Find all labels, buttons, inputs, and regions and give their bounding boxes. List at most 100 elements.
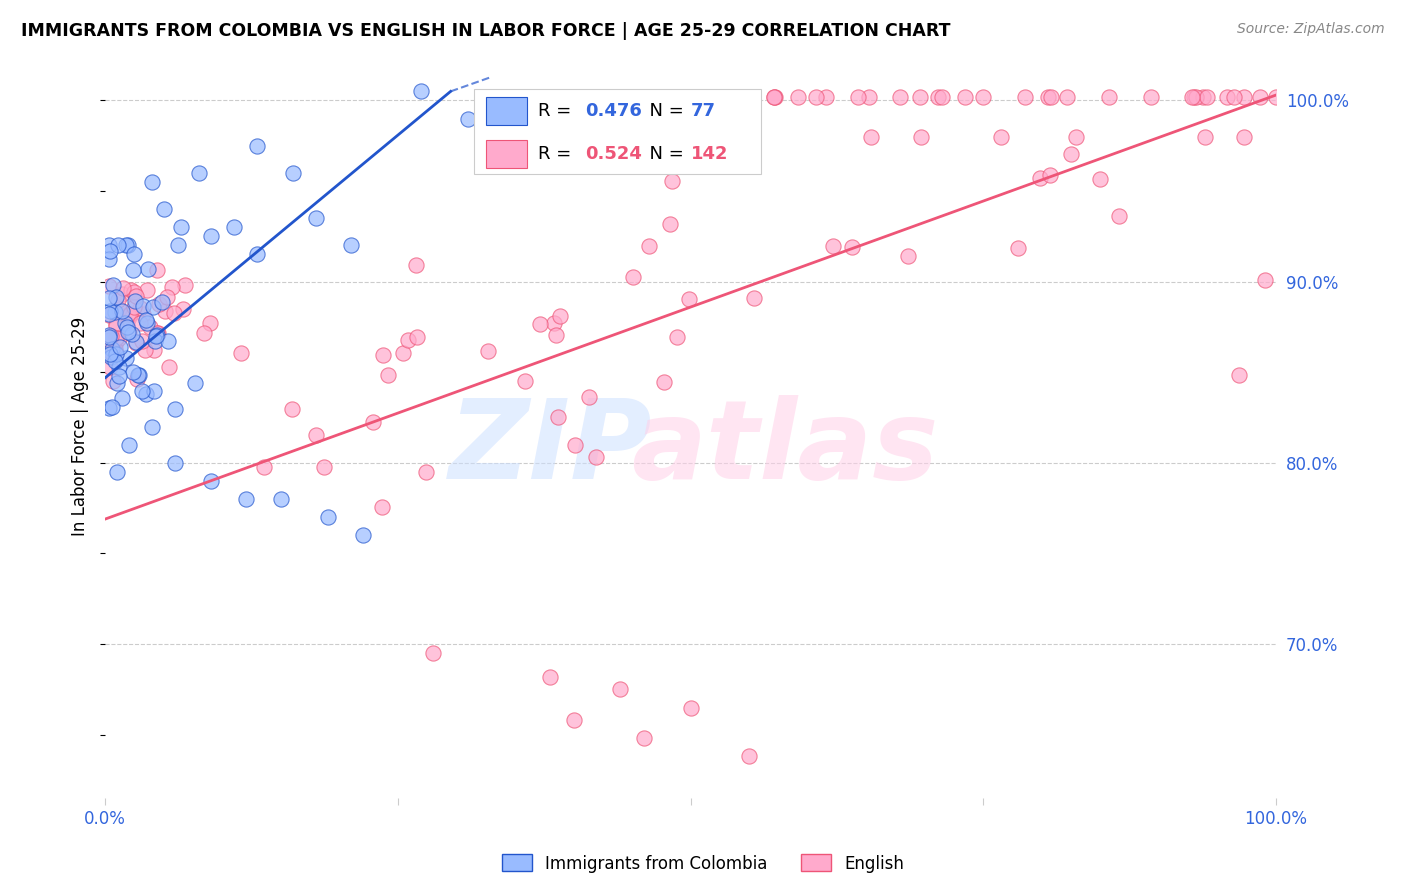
Point <box>150 294 173 309</box>
Point <box>111 391 134 405</box>
Point <box>538 670 561 684</box>
Point <box>665 90 688 104</box>
Point <box>101 278 124 293</box>
Point <box>115 238 138 252</box>
Point <box>129 301 152 315</box>
Point <box>889 90 911 104</box>
Point <box>145 329 167 343</box>
Point <box>679 90 702 104</box>
Text: N =: N = <box>638 102 689 120</box>
Point <box>972 90 994 104</box>
Point <box>100 343 122 357</box>
Point <box>134 343 156 358</box>
Point <box>141 175 163 189</box>
Point <box>1274 90 1296 104</box>
Point <box>352 528 374 542</box>
Point <box>578 390 600 404</box>
Point <box>405 258 427 272</box>
Point <box>858 90 880 104</box>
Point <box>136 316 159 330</box>
Text: 77: 77 <box>690 102 716 120</box>
Point <box>97 327 120 342</box>
Point <box>111 280 134 294</box>
Point <box>97 307 120 321</box>
Point <box>157 334 180 348</box>
Point <box>131 384 153 398</box>
Point <box>548 309 571 323</box>
Point <box>128 316 150 330</box>
Text: 0.524: 0.524 <box>585 145 643 162</box>
Point <box>135 313 157 327</box>
Point <box>340 238 363 252</box>
Point <box>1181 90 1204 104</box>
Point <box>927 90 949 104</box>
Point <box>118 326 141 341</box>
Point <box>363 415 385 429</box>
Point <box>132 307 155 321</box>
Point <box>1249 90 1271 104</box>
Point <box>200 229 222 244</box>
Point <box>105 334 128 349</box>
Point <box>97 330 120 344</box>
Point <box>1233 90 1256 104</box>
Point <box>100 350 122 364</box>
Point <box>174 277 197 292</box>
Point <box>143 334 166 349</box>
Point <box>117 438 139 452</box>
Point <box>127 372 149 386</box>
Point <box>120 283 142 297</box>
Point <box>1184 90 1206 104</box>
Point <box>305 211 328 226</box>
Point <box>135 386 157 401</box>
Point <box>1223 90 1246 104</box>
Point <box>222 220 245 235</box>
Point <box>513 375 536 389</box>
Point <box>638 238 661 252</box>
Point <box>953 90 976 104</box>
Point <box>585 450 607 464</box>
Point <box>1254 273 1277 287</box>
Point <box>1056 90 1078 104</box>
Point <box>564 438 586 452</box>
Point <box>125 336 148 351</box>
Point <box>165 456 187 470</box>
Point <box>97 291 120 305</box>
Point <box>547 409 569 424</box>
Point <box>128 368 150 383</box>
Point <box>763 90 786 104</box>
Point <box>370 500 392 514</box>
Point <box>860 129 883 144</box>
Point <box>1036 90 1059 104</box>
Point <box>1275 90 1298 104</box>
Point <box>1014 90 1036 104</box>
Point <box>1098 90 1121 104</box>
Point <box>122 246 145 260</box>
Text: Source: ZipAtlas.com: Source: ZipAtlas.com <box>1237 22 1385 37</box>
Point <box>411 84 433 98</box>
Point <box>678 292 700 306</box>
Point <box>146 328 169 343</box>
Point <box>658 217 681 231</box>
Point <box>172 302 194 317</box>
Point <box>115 318 138 332</box>
Point <box>1184 90 1206 104</box>
Point <box>1108 209 1130 223</box>
Point <box>305 428 328 442</box>
Point <box>897 248 920 262</box>
Point <box>457 112 479 126</box>
Point <box>621 270 644 285</box>
Text: atlas: atlas <box>631 395 938 502</box>
Point <box>1139 90 1161 104</box>
Point <box>115 320 138 334</box>
Point <box>108 340 131 354</box>
Point <box>115 351 138 365</box>
Point <box>141 419 163 434</box>
Point <box>1060 147 1083 161</box>
Point <box>98 244 121 259</box>
Point <box>111 287 134 301</box>
Point <box>104 343 127 357</box>
Point <box>1039 169 1062 183</box>
Point <box>135 283 157 297</box>
Point <box>122 300 145 314</box>
Point <box>165 401 187 416</box>
